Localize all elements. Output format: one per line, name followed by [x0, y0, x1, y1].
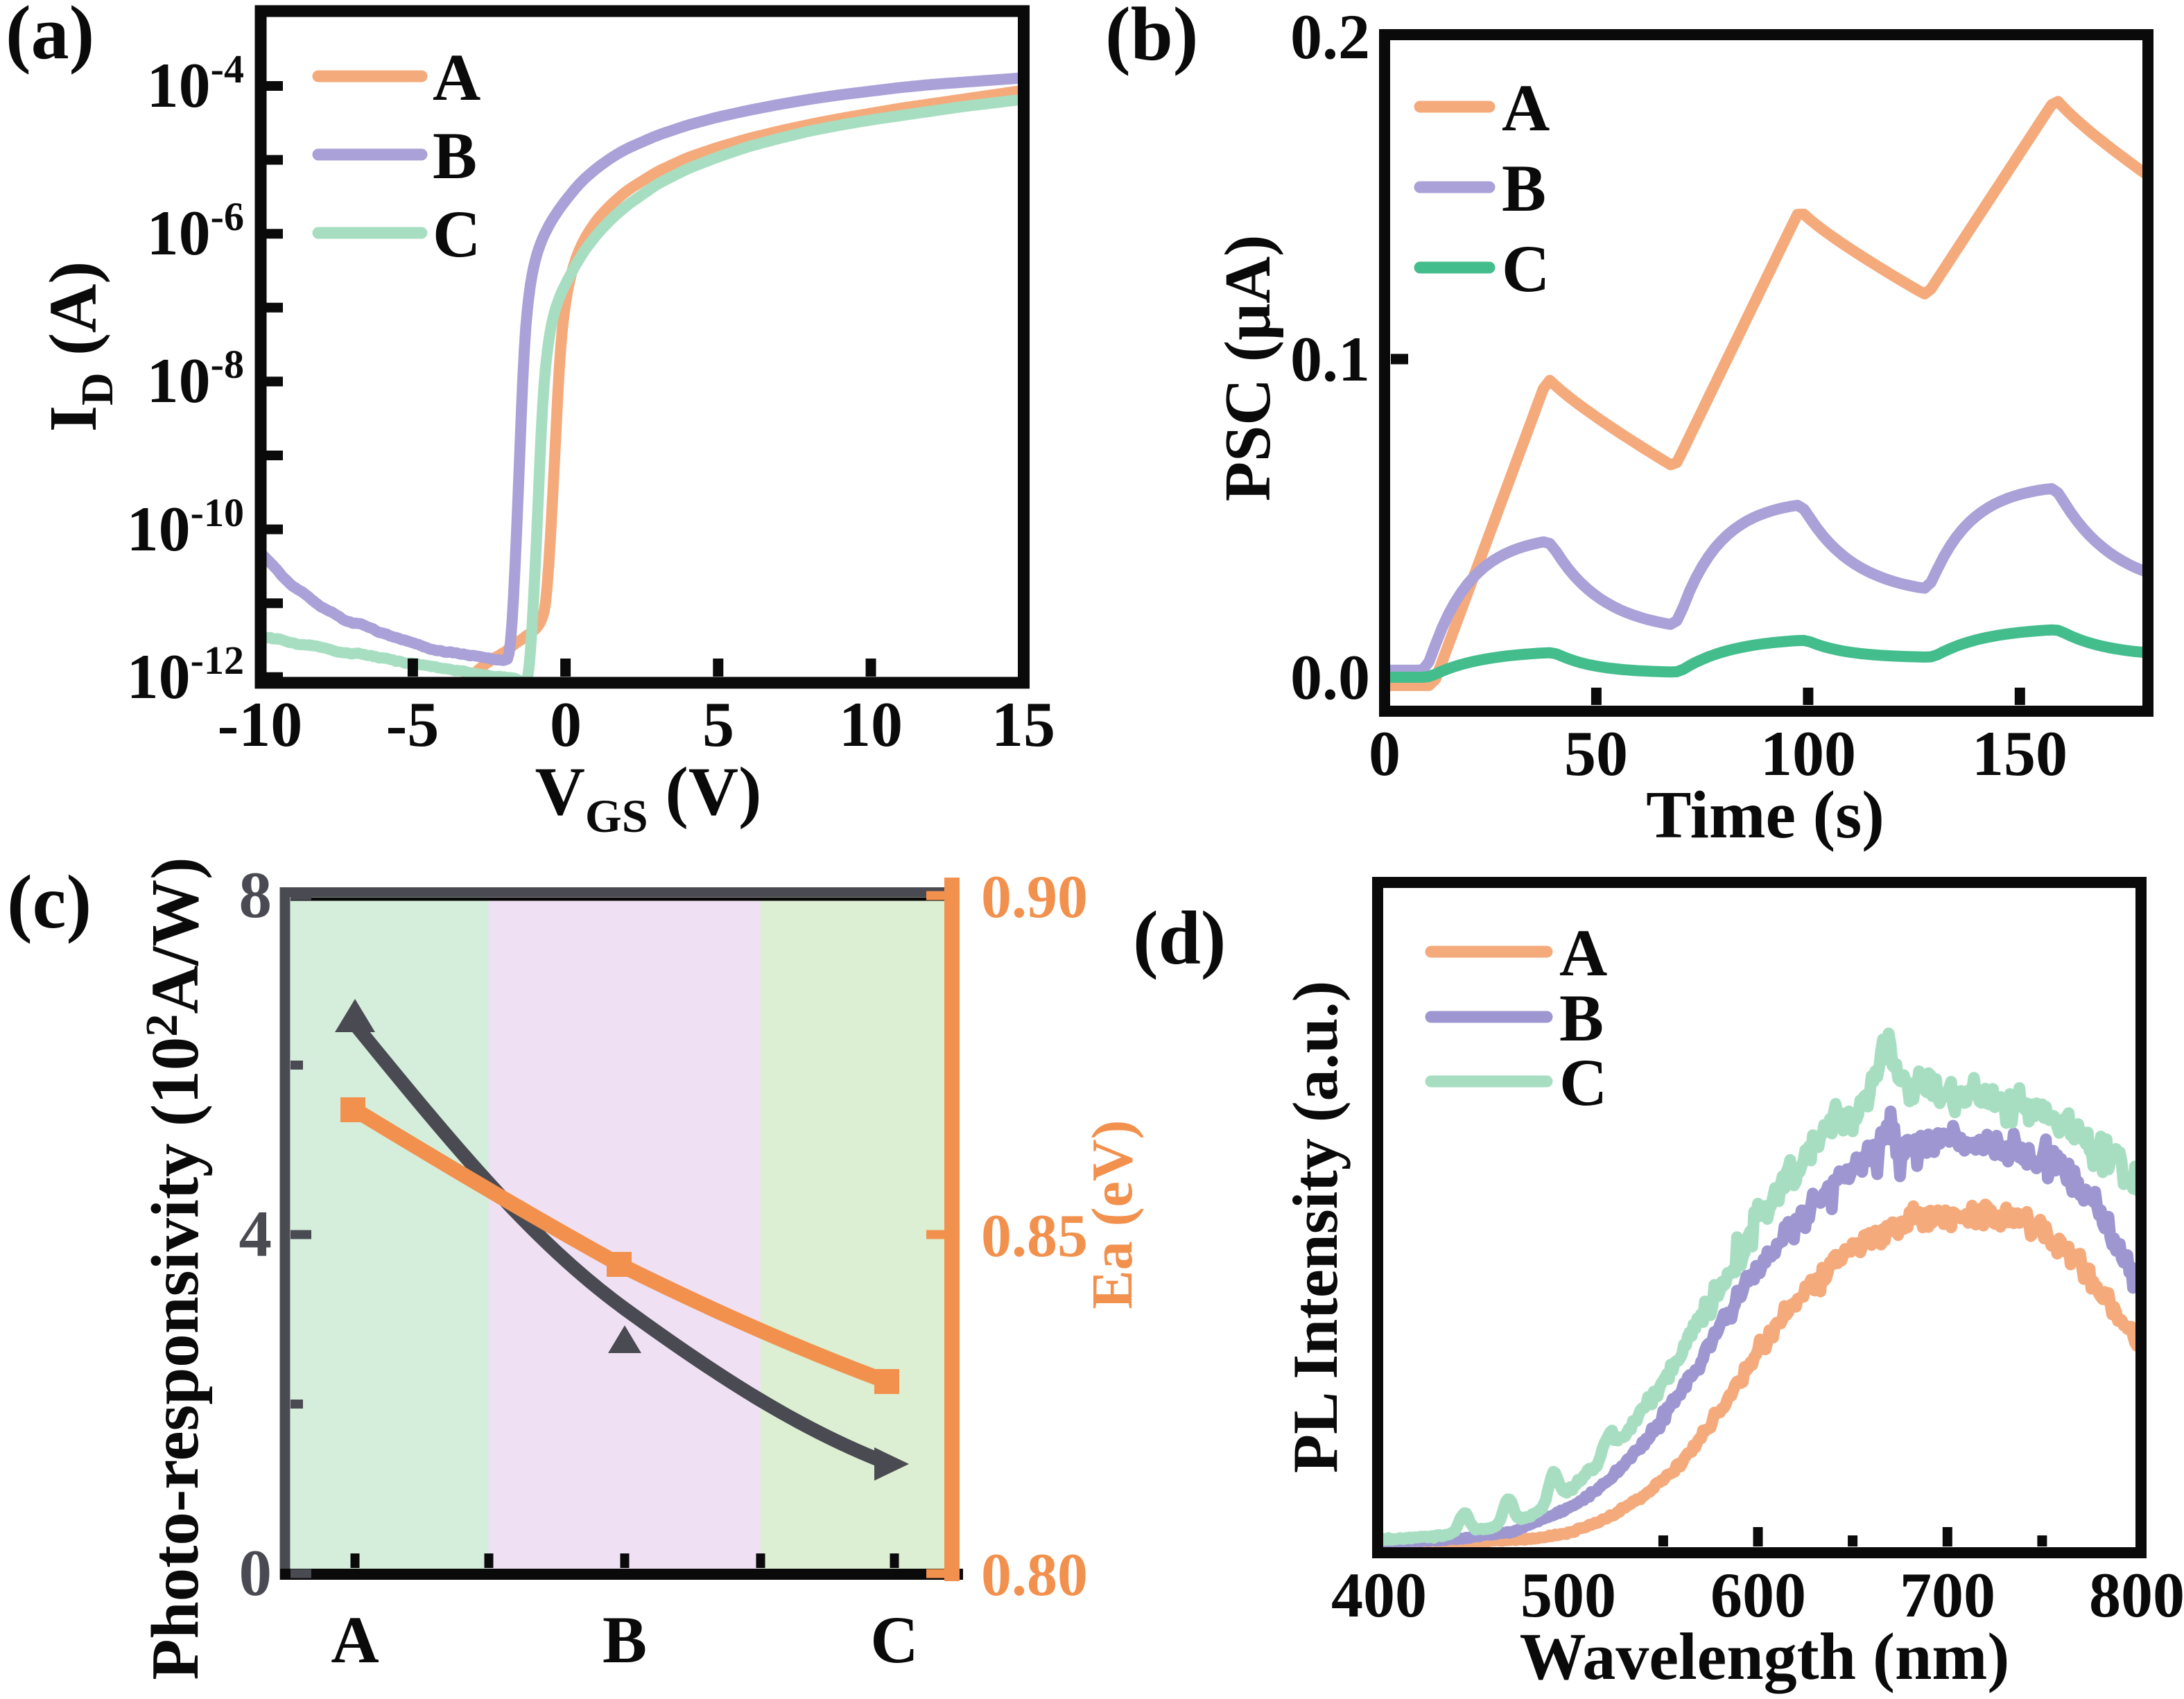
svg-text:0.1: 0.1	[1290, 324, 1370, 394]
svg-text:0.0: 0.0	[1290, 642, 1370, 713]
svg-text:(d): (d)	[1133, 896, 1226, 980]
svg-text:15: 15	[991, 689, 1055, 760]
svg-text:(b): (b)	[1105, 0, 1198, 76]
svg-text:100: 100	[1760, 718, 1856, 789]
svg-text:Ea (eV): Ea (eV)	[1080, 1120, 1145, 1309]
svg-text:4: 4	[239, 1197, 272, 1271]
svg-text:VGS (V): VGS (V)	[535, 753, 762, 842]
svg-text:0.90: 0.90	[981, 864, 1088, 931]
svg-text:A: A	[331, 1603, 379, 1677]
svg-text:10: 10	[839, 689, 903, 760]
svg-text:C: C	[433, 197, 480, 271]
svg-text:5: 5	[702, 689, 734, 760]
svg-text:C: C	[1502, 232, 1550, 306]
svg-text:C: C	[870, 1603, 918, 1677]
svg-text:0: 0	[239, 1536, 272, 1610]
svg-text:700: 700	[1900, 1560, 1995, 1630]
svg-text:A: A	[1502, 71, 1550, 145]
svg-text:PSC (μA): PSC (μA)	[1212, 235, 1284, 502]
svg-text:0: 0	[1369, 718, 1401, 789]
svg-text:Wavelength (nm): Wavelength (nm)	[1520, 1619, 2010, 1693]
svg-text:400: 400	[1331, 1560, 1427, 1630]
svg-text:(c): (c)	[7, 860, 92, 944]
svg-text:C: C	[1559, 1045, 1607, 1119]
svg-text:B: B	[1502, 151, 1546, 225]
svg-text:0.85: 0.85	[981, 1203, 1088, 1270]
svg-text:800: 800	[2089, 1560, 2184, 1630]
svg-text:B: B	[433, 119, 477, 193]
svg-text:PL Intensity (a.u.): PL Intensity (a.u.)	[1280, 981, 1351, 1474]
svg-text:8: 8	[239, 858, 272, 932]
svg-text:Photo-responsivity (102A/W): Photo-responsivity (102A/W)	[137, 857, 212, 1680]
svg-text:150: 150	[1972, 718, 2068, 789]
svg-text:500: 500	[1520, 1560, 1616, 1630]
svg-text:600: 600	[1710, 1560, 1806, 1630]
svg-text:-10: -10	[218, 689, 303, 760]
svg-text:-5: -5	[386, 689, 440, 760]
svg-text:(a): (a)	[6, 0, 94, 75]
svg-text:0.80: 0.80	[981, 1542, 1088, 1609]
svg-text:0.2: 0.2	[1290, 1, 1370, 72]
svg-text:Time (s): Time (s)	[1646, 778, 1884, 853]
svg-text:A: A	[1559, 916, 1607, 990]
svg-text:50: 50	[1564, 718, 1628, 789]
svg-text:10-12: 10-12	[127, 638, 244, 712]
svg-text:B: B	[603, 1603, 647, 1677]
svg-text:ID (A): ID (A)	[36, 261, 123, 432]
svg-text:A: A	[433, 40, 480, 114]
svg-text:B: B	[1559, 981, 1604, 1055]
svg-text:0: 0	[550, 689, 582, 760]
